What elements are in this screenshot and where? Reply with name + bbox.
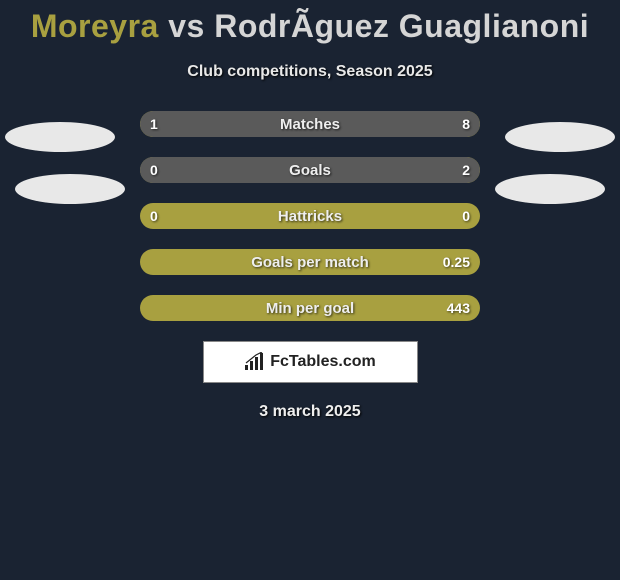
stat-label: Hattricks: [140, 203, 480, 229]
stat-label: Min per goal: [140, 295, 480, 321]
stat-value-right: 0.25: [443, 249, 470, 275]
logo-box: FcTables.com: [203, 341, 418, 383]
player2-name: RodrÃ­guez Guaglianoni: [214, 8, 589, 44]
stat-label: Goals per match: [140, 249, 480, 275]
stat-row: Min per goal 443: [140, 295, 480, 321]
stat-value-right: 0: [462, 203, 470, 229]
stat-row: 1 Matches 8: [140, 111, 480, 137]
player1-name: Moreyra: [31, 8, 159, 44]
stats-container: 1 Matches 8 0 Goals 2 0 Hattricks 0 Goal…: [140, 111, 480, 321]
bar-chart-icon: [244, 352, 266, 372]
stat-label: Goals: [140, 157, 480, 183]
player1-badge-1: [5, 122, 115, 152]
page-title: Moreyra vs RodrÃ­guez Guaglianoni: [0, 0, 620, 45]
stat-value-right: 443: [447, 295, 470, 321]
stat-label: Matches: [140, 111, 480, 137]
player2-badge-1: [505, 122, 615, 152]
stat-value-right: 8: [462, 111, 470, 137]
stat-value-right: 2: [462, 157, 470, 183]
subtitle: Club competitions, Season 2025: [0, 63, 620, 81]
vs-label: vs: [168, 8, 205, 44]
player1-badge-2: [15, 174, 125, 204]
logo-text: FcTables.com: [270, 353, 376, 371]
stat-row: 0 Goals 2: [140, 157, 480, 183]
date-label: 3 march 2025: [0, 403, 620, 421]
stat-row: Goals per match 0.25: [140, 249, 480, 275]
player2-badge-2: [495, 174, 605, 204]
stat-row: 0 Hattricks 0: [140, 203, 480, 229]
